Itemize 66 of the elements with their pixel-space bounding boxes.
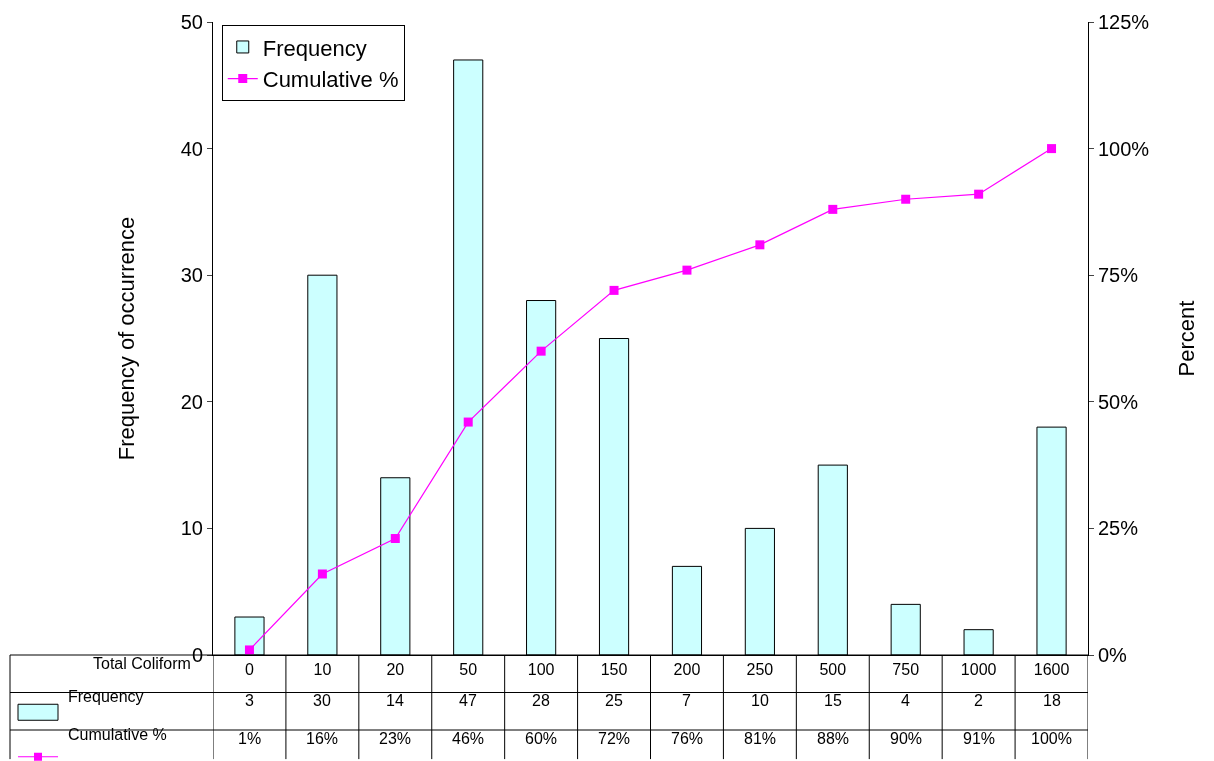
legend-label: Frequency: [262, 35, 367, 61]
data-label: 91%: [963, 730, 996, 747]
data-label: 1%: [238, 730, 262, 747]
x-tick-label: 150: [600, 661, 628, 679]
y-tick-label: 50: [180, 11, 203, 33]
data-label: 14: [386, 692, 404, 709]
y2-tick-label: 100%: [1098, 137, 1150, 160]
x-tick-label: 750: [892, 661, 920, 679]
data-label: 72%: [598, 730, 631, 747]
y2-tick-label: 50%: [1098, 390, 1139, 413]
y2-tick-label: 75%: [1098, 264, 1139, 287]
data-label: 76%: [671, 730, 704, 747]
y-axis-title: Frequency of occurrence: [113, 216, 139, 461]
x-axis-title: Total Coliform: [93, 655, 191, 672]
point: [828, 204, 838, 214]
x-tick-label: 500: [819, 661, 847, 679]
point: [536, 346, 546, 356]
data-label: 2: [974, 692, 983, 709]
x-tick-label: 20: [386, 661, 405, 679]
data-label: 30: [313, 692, 331, 709]
data-label: 4: [901, 692, 910, 709]
y-tick-label: 10: [180, 517, 203, 540]
data-label: 100%: [1031, 730, 1072, 747]
text: Cumulative %: [68, 726, 167, 743]
text: Frequency: [68, 688, 144, 705]
point: [901, 194, 911, 204]
data-label: 28: [532, 692, 550, 709]
point: [755, 240, 765, 250]
x-tick-label: 1000: [960, 661, 997, 679]
data-label: 60%: [525, 730, 558, 747]
y-tick-label: 20: [180, 390, 203, 413]
point: [974, 189, 984, 199]
point: [682, 265, 692, 275]
point: [463, 417, 473, 427]
x-tick-label: 50: [459, 661, 478, 679]
data-label: 46%: [452, 730, 485, 747]
data-label: 18: [1043, 692, 1061, 709]
data-label: 16%: [306, 730, 339, 747]
data-label: 15: [824, 692, 842, 709]
data-label: 25: [605, 692, 623, 709]
data-label: 10: [751, 692, 769, 709]
point: [609, 285, 619, 295]
point: [244, 645, 254, 655]
x-tick-label: 250: [746, 661, 774, 679]
data-label: 23%: [379, 730, 412, 747]
x-tick-label: 200: [673, 661, 701, 679]
x-tick-label: 10: [313, 661, 332, 679]
legend-label: Cumulative %: [262, 67, 399, 93]
x-tick-label: 100: [527, 661, 555, 679]
data-label: 88%: [817, 730, 850, 747]
y2-axis-title: Percent: [1174, 300, 1200, 377]
y-tick-label: 40: [180, 137, 203, 160]
data-label: 47: [459, 692, 477, 709]
x-tick-label: 0: [245, 661, 255, 679]
y2-tick-label: 125%: [1098, 11, 1150, 33]
y2-tick-label: 25%: [1098, 517, 1139, 540]
data-label: 81%: [744, 730, 777, 747]
data-label: 90%: [890, 730, 923, 747]
data-label: 7: [682, 692, 691, 709]
point: [1047, 144, 1057, 154]
data-label: 3: [245, 692, 254, 709]
point: [317, 569, 327, 579]
x-tick-label: 1600: [1033, 661, 1070, 679]
point: [390, 534, 400, 544]
y-tick-label: 30: [180, 264, 203, 287]
y2-tick-label: 0%: [1098, 644, 1128, 666]
